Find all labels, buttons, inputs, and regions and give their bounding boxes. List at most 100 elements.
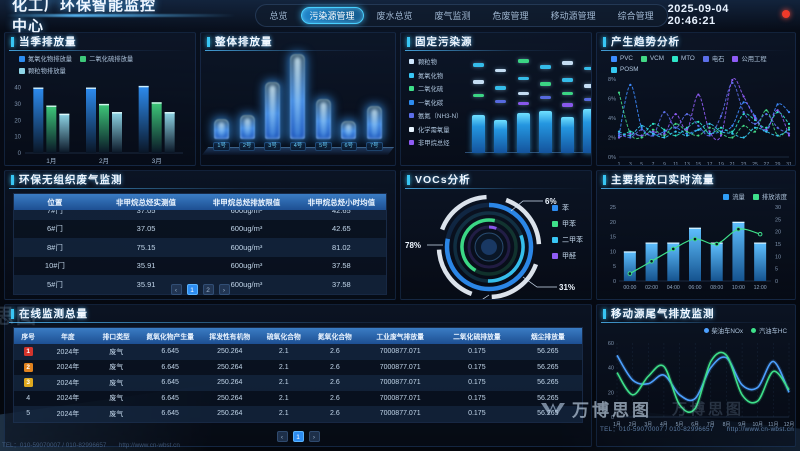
page-next-button[interactable]: › (308, 431, 320, 442)
floating-segment (584, 84, 591, 88)
table-row[interactable]: 6#门 37.05 600ug/m³ 42.65 (14, 219, 386, 238)
table-cell: 37.58 (331, 279, 351, 289)
pillar-glow (214, 119, 230, 139)
table-row[interactable]: 7#门 37.05 600ug/m³ 42.65 (14, 210, 386, 220)
svg-text:20: 20 (775, 230, 781, 236)
legend-item: 公用工程 (732, 54, 767, 63)
legend-item: 苯 (552, 203, 583, 213)
legend-label: 柴油车NOx (711, 328, 744, 335)
floating-segment (495, 68, 507, 73)
tab-1[interactable]: 污染源管理 (300, 6, 364, 24)
svg-text:21: 21 (730, 162, 736, 166)
table-cell: 6.645 (161, 394, 179, 402)
table-cell: 35.91 (136, 261, 156, 271)
column-bar (472, 114, 486, 153)
legend-marker-icon (80, 55, 87, 62)
table-row[interactable]: 4 2024年 废气 6.645 250.264 2.1 2.6 7000877.071 0.1… (14, 390, 582, 406)
table-cell: 250.264 (217, 348, 243, 356)
header-cell: 氮氧化物产生量 (146, 334, 194, 341)
panel-title: 产生趋势分析 (611, 36, 680, 48)
table-cell: 600ug/m³ (230, 224, 263, 234)
legend-item: 二氧化硫排放量 (80, 54, 133, 63)
pillar: 1号 (211, 119, 233, 151)
legend-label: 颗粒物排放量 (28, 68, 66, 75)
title-accent-bar (11, 174, 14, 185)
legend-item: 颗粒物 (409, 57, 463, 66)
table-cell: 2024年 (56, 348, 80, 356)
table-cell: 250.264 (217, 394, 243, 402)
table-cell: 56.265 (537, 379, 559, 387)
pillar-label: 5号 (315, 142, 332, 151)
page-prev-button[interactable]: ‹ (170, 284, 182, 295)
rank-badge: 2 (23, 362, 33, 372)
title-accent-bar (11, 308, 14, 319)
svg-text:40: 40 (14, 86, 21, 92)
table-cell: 2.1 (278, 394, 289, 402)
svg-text:10: 10 (14, 135, 21, 141)
svg-text:2月: 2月 (99, 157, 109, 165)
panel-fugitive-gas: 环保无组织废气监测 位置 非甲烷总烃实测值 非甲烷总烃排放限值 非甲烷总烃小时均值 7#… (4, 170, 396, 300)
page-button[interactable]: 1 (186, 284, 198, 295)
svg-text:08:00: 08:00 (710, 285, 723, 291)
pillar-glow (239, 115, 255, 139)
svg-text:60: 60 (608, 341, 614, 347)
column-bar (583, 108, 591, 153)
svg-text:0: 0 (611, 415, 614, 421)
legend-item: 排放浓度 (752, 192, 787, 201)
svg-text:10月: 10月 (752, 422, 763, 428)
table-row[interactable]: 8#门 75.15 600ug/m³ 81.02 (14, 238, 386, 257)
online-table: 序号 年度 排口类型 氮氧化物产生量 挥发性有机物 硫氧化合物 氮氧化合物 工业废气排放量 二氧… (13, 327, 583, 423)
page-button[interactable]: 1 (292, 431, 304, 442)
table-row[interactable]: 3 2024年 废气 6.645 250.264 2.1 2.6 7000877.071 0.1… (14, 375, 582, 391)
table-cell: 7#门 (46, 210, 63, 215)
page-next-button[interactable]: › (218, 284, 230, 295)
table-cell: 7000877.071 (379, 410, 421, 418)
table-row[interactable]: 10#门 35.91 600ug/m³ 37.58 (14, 256, 386, 275)
legend-marker-icon (640, 55, 647, 62)
legend-label: 流量 (732, 194, 745, 201)
pillar: 6号 (338, 121, 360, 151)
svg-text:4%: 4% (608, 116, 616, 122)
tab-6[interactable]: 综合管理 (617, 10, 654, 21)
table-cell: 2.6 (330, 379, 340, 387)
page-prev-button[interactable]: ‹ (276, 431, 288, 442)
tab-4[interactable]: 危废管理 (492, 10, 529, 21)
table-cell: 56.265 (537, 363, 559, 371)
rank-badge: 1 (23, 347, 33, 357)
nav-tabs: 总览 污染源管理 废水总览 废气监测 危废管理 移动源管理 综合管理 (255, 3, 668, 27)
table-cell: 2.6 (330, 394, 340, 402)
svg-text:31%: 31% (559, 283, 575, 292)
tab-3[interactable]: 废气监测 (434, 10, 471, 21)
svg-text:30: 30 (14, 102, 21, 108)
table-row[interactable]: 2 2024年 废气 6.645 250.264 2.1 2.6 7000877.071 0.1… (14, 359, 582, 375)
fugitive-table: 位置 非甲烷总烃实测值 非甲烷总烃排放限值 非甲烷总烃小时均值 7#门 37.05 600u… (13, 193, 387, 295)
floating-segment (539, 82, 551, 86)
header-cell: 非甲烷总烃排放限值 (212, 197, 281, 207)
pillar-glow (341, 121, 357, 139)
pillar-glow (366, 106, 382, 139)
table-row[interactable]: 5 2024年 废气 6.645 250.264 2.1 2.6 7000877.071 0.1… (14, 406, 582, 422)
datetime: 2025-09-04 20:46:21 (667, 3, 729, 27)
legend-marker-icon (409, 140, 414, 145)
svg-text:29: 29 (775, 162, 781, 166)
tab-5[interactable]: 移动源管理 (550, 10, 596, 21)
header-cell: 位置 (47, 197, 63, 207)
svg-text:2%: 2% (608, 136, 616, 142)
table-cell: 7000877.071 (379, 394, 421, 402)
svg-text:5: 5 (775, 267, 778, 273)
svg-text:5月: 5月 (676, 422, 684, 428)
svg-text:12:00: 12:00 (754, 285, 767, 291)
table-cell: 2.1 (278, 363, 289, 371)
svg-text:1月: 1月 (46, 157, 56, 165)
svg-text:0%: 0% (608, 155, 616, 161)
table-header: 序号 年度 排口类型 氮氧化物产生量 挥发性有机物 硫氧化合物 氮氧化合物 工业废气排放量 二氧… (14, 328, 582, 344)
table-row[interactable]: 1 2024年 废气 6.645 250.264 2.1 2.6 7000877.071 0.1… (14, 344, 582, 360)
page-button[interactable]: 2 (202, 284, 214, 295)
table-row[interactable]: 5#门 35.91 600ug/m³ 37.58 (14, 275, 386, 294)
tab-2[interactable]: 废水总览 (376, 10, 413, 21)
table-cell: 0.175 (468, 394, 486, 402)
pillar-glow (290, 54, 306, 139)
page-title: 化工厂环保智能监控中心 (12, 0, 165, 36)
tab-0[interactable]: 总览 (269, 10, 288, 21)
header-cell: 非甲烷总烃实测值 (116, 197, 177, 207)
